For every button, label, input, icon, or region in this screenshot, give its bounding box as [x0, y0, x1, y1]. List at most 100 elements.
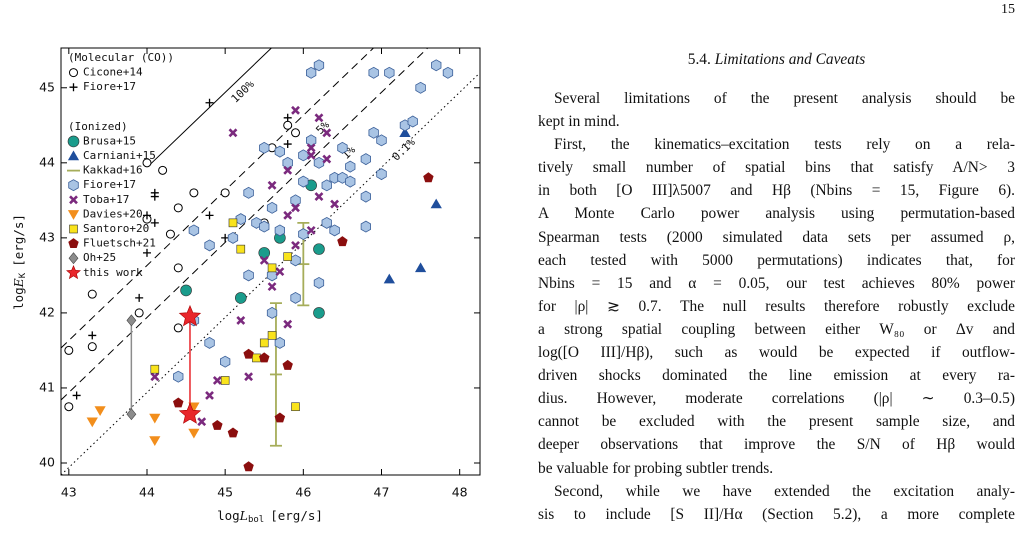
point [64, 345, 74, 355]
point [142, 158, 152, 168]
point [94, 406, 106, 416]
point [135, 293, 144, 302]
text-line: for |ρ| ≳ 0.7. The null results therefor… [538, 297, 1015, 315]
point [87, 342, 97, 352]
legend-label: Fiore+17 [83, 80, 136, 93]
legend-label: Carniani+15 [83, 149, 156, 162]
legend-marker [69, 224, 78, 234]
point [291, 128, 301, 138]
x-tick-label: 46 [295, 485, 311, 500]
text-line: a strong spatial coupling between either… [538, 320, 1015, 338]
text-line: A Monte Carlo power analysis using permu… [538, 205, 1015, 223]
x-tick-label: 43 [61, 485, 77, 500]
point [368, 66, 379, 79]
point [188, 224, 200, 237]
y-tick-label: 45 [39, 79, 55, 94]
point [283, 120, 293, 130]
point [360, 190, 372, 203]
legend-label: Oh+25 [83, 251, 116, 264]
point [313, 156, 325, 169]
point [282, 359, 293, 370]
point [126, 408, 137, 421]
point [165, 229, 175, 239]
point [313, 276, 325, 289]
point [188, 428, 200, 439]
point [306, 150, 316, 160]
point [88, 331, 97, 340]
point [330, 199, 340, 209]
point [283, 252, 292, 261]
point [150, 364, 160, 374]
legend-group-title: (Molecular (CO)) [68, 51, 174, 64]
point [291, 203, 300, 213]
point [442, 66, 454, 79]
point [298, 175, 309, 188]
point [291, 402, 300, 412]
text-line: deeper observations that improve the S/N… [538, 436, 1015, 454]
point [283, 210, 293, 220]
point [298, 149, 309, 162]
point [220, 376, 230, 385]
point [205, 391, 214, 400]
point [430, 198, 442, 209]
point [376, 134, 387, 147]
point [149, 436, 161, 446]
point [274, 224, 286, 237]
y-tick-label: 44 [39, 154, 55, 169]
legend-marker [69, 68, 78, 78]
point [399, 127, 411, 137]
point [274, 336, 286, 349]
point [243, 461, 254, 472]
point [329, 224, 340, 237]
point [423, 172, 434, 183]
reference-line [61, 48, 429, 401]
point [274, 145, 286, 158]
point [291, 240, 300, 250]
reference-label: 100% [229, 78, 257, 106]
point [205, 211, 214, 220]
plot-frame [60, 47, 481, 476]
point [267, 263, 277, 273]
point [290, 194, 301, 207]
point [345, 175, 356, 188]
point [244, 372, 254, 382]
y-axis-label: logEK[erg/s] [11, 214, 28, 310]
legend-marker [66, 265, 81, 280]
point [290, 254, 301, 267]
point [266, 201, 278, 214]
text-column: 5.4. Limitations and Caveats Several lim… [538, 48, 1015, 526]
text-line: tively small number of spatial bins that… [538, 159, 1015, 177]
point [321, 179, 332, 192]
point [243, 348, 254, 359]
legend-label: Santoro+20 [83, 222, 149, 235]
point [275, 267, 285, 277]
point [72, 391, 81, 400]
x-tick-label: 48 [452, 485, 468, 500]
point [337, 141, 348, 154]
point [134, 308, 144, 318]
point [415, 262, 427, 273]
point [259, 141, 270, 154]
point [212, 376, 222, 385]
legend-label: Fiore+17 [83, 178, 136, 191]
point [267, 282, 277, 292]
section-heading: 5.4. Limitations and Caveats [687, 51, 866, 68]
point [283, 165, 293, 175]
point [305, 66, 317, 79]
point [212, 420, 223, 430]
legend-label: Cicone+14 [83, 66, 143, 79]
point [150, 372, 160, 382]
point [314, 192, 324, 202]
point [313, 243, 325, 255]
point [415, 81, 426, 94]
point [236, 244, 246, 254]
point [259, 338, 269, 348]
text-line: Second, while we have extended the excit… [554, 482, 1015, 500]
point [173, 397, 184, 408]
point [306, 143, 316, 153]
point [259, 220, 270, 233]
point [337, 171, 348, 184]
point [282, 156, 293, 169]
point [150, 188, 159, 197]
point [321, 216, 332, 229]
